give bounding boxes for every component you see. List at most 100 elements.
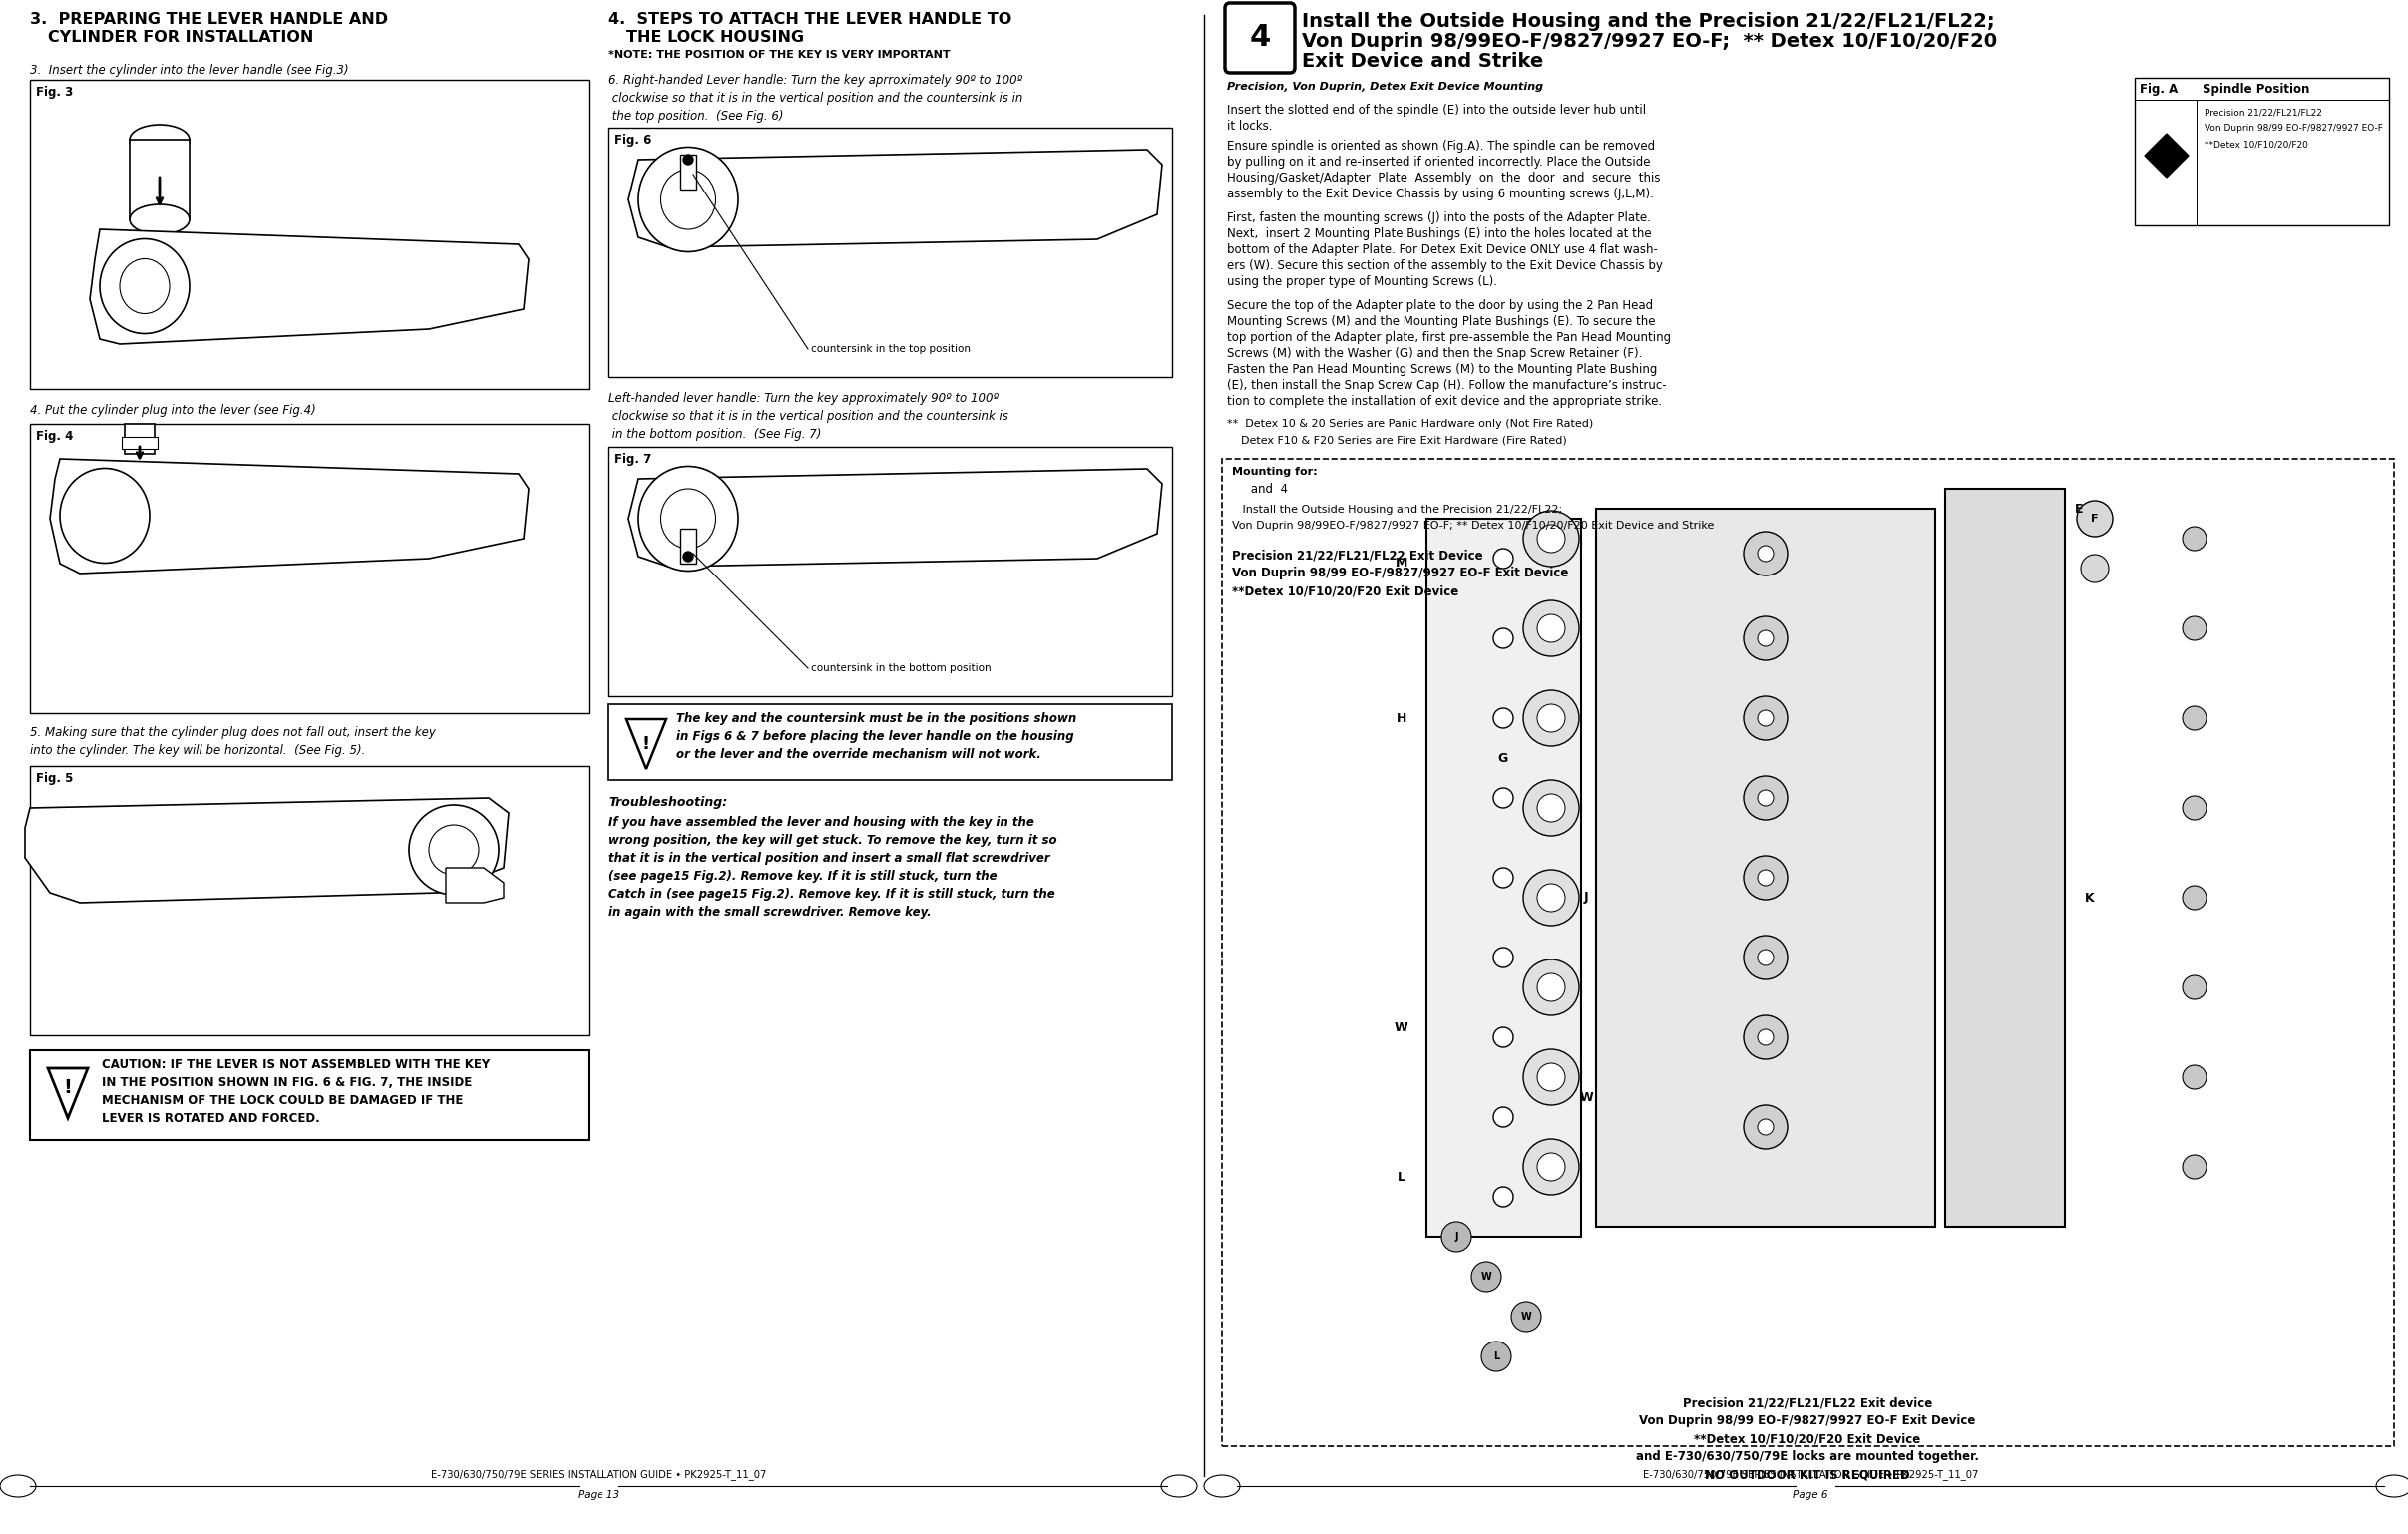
Circle shape	[1758, 1029, 1775, 1045]
Circle shape	[1536, 974, 1565, 1002]
Text: If you have assembled the lever and housing with the key in the: If you have assembled the lever and hous…	[609, 816, 1035, 828]
Text: E-730/630/750/79E SERIES INSTALLATION GUIDE • PK2925-T_11_07: E-730/630/750/79E SERIES INSTALLATION GU…	[1642, 1470, 1979, 1480]
Text: *NOTE: THE POSITION OF THE KEY IS VERY IMPORTANT: *NOTE: THE POSITION OF THE KEY IS VERY I…	[609, 51, 951, 60]
Text: Troubleshooting:: Troubleshooting:	[609, 796, 727, 808]
Circle shape	[1743, 696, 1787, 739]
Text: Left-handed lever handle: Turn the key approximately 90º to 100º: Left-handed lever handle: Turn the key a…	[609, 393, 999, 405]
Text: (see page15 Fig.2). Remove key. If it is still stuck, turn the: (see page15 Fig.2). Remove key. If it is…	[609, 870, 997, 882]
Text: that it is in the vertical position and insert a small flat screwdriver: that it is in the vertical position and …	[609, 851, 1050, 865]
Text: L: L	[1493, 1351, 1500, 1362]
Text: W: W	[1481, 1272, 1491, 1282]
Circle shape	[1743, 776, 1787, 819]
Circle shape	[1536, 704, 1565, 732]
Circle shape	[684, 155, 694, 164]
Circle shape	[1536, 795, 1565, 822]
Text: Page 6: Page 6	[1794, 1490, 1828, 1500]
Circle shape	[1758, 546, 1775, 561]
Circle shape	[1743, 1016, 1787, 1060]
Text: (E), then install the Snap Screw Cap (H). Follow the manufacture’s instruc-: (E), then install the Snap Screw Cap (H)…	[1228, 379, 1666, 393]
Text: MECHANISM OF THE LOCK COULD BE DAMAGED IF THE: MECHANISM OF THE LOCK COULD BE DAMAGED I…	[101, 1094, 462, 1108]
Text: in again with the small screwdriver. Remove key.: in again with the small screwdriver. Rem…	[609, 905, 932, 919]
Circle shape	[2182, 1155, 2206, 1180]
Text: Precision 21/22/FL21/FL22 Exit device: Precision 21/22/FL21/FL22 Exit device	[1683, 1396, 1931, 1410]
Ellipse shape	[60, 468, 149, 563]
Text: Fig. 7: Fig. 7	[614, 453, 653, 466]
Ellipse shape	[409, 805, 498, 894]
Bar	[1946, 489, 2064, 1227]
Text: Precision 21/22/FL21/FL22: Precision 21/22/FL21/FL22	[2203, 107, 2321, 117]
Text: Fig. A: Fig. A	[2141, 83, 2177, 95]
Text: Screws (M) with the Washer (G) and then the Snap Screw Retainer (F).: Screws (M) with the Washer (G) and then …	[1228, 347, 1642, 360]
Bar	[2133, 78, 2389, 225]
Text: Exit Device and Strike: Exit Device and Strike	[1303, 52, 1544, 71]
Polygon shape	[2146, 133, 2189, 178]
Circle shape	[2081, 555, 2109, 583]
Text: Install the Outside Housing and the Precision 21/22/FL22;: Install the Outside Housing and the Prec…	[1233, 505, 1563, 515]
Bar	[29, 1051, 588, 1140]
Text: wrong position, the key will get stuck. To remove the key, turn it so: wrong position, the key will get stuck. …	[609, 834, 1057, 847]
Circle shape	[1743, 617, 1787, 660]
Circle shape	[1536, 1154, 1565, 1181]
Text: G: G	[1498, 752, 1507, 764]
Circle shape	[1524, 1140, 1580, 1195]
Text: clockwise so that it is in the vertical position and the countersink is: clockwise so that it is in the vertical …	[609, 410, 1009, 423]
Ellipse shape	[120, 259, 169, 313]
Circle shape	[1743, 532, 1787, 575]
Bar	[1426, 518, 1582, 1236]
Circle shape	[1524, 870, 1580, 925]
Bar	[609, 704, 1173, 779]
Polygon shape	[628, 469, 1163, 566]
Text: 6. Right-handed Lever handle: Turn the key aprroximately 90º to 100º: 6. Right-handed Lever handle: Turn the k…	[609, 74, 1023, 87]
Circle shape	[1743, 856, 1787, 899]
Text: Catch in (see page15 Fig.2). Remove key. If it is still stuck, turn the: Catch in (see page15 Fig.2). Remove key.…	[609, 888, 1055, 900]
Bar	[609, 127, 1173, 377]
Circle shape	[2182, 1065, 2206, 1089]
Polygon shape	[24, 798, 508, 902]
Text: Detex F10 & F20 Series are Fire Exit Hardware (Fire Rated): Detex F10 & F20 Series are Fire Exit Har…	[1228, 434, 1568, 445]
Circle shape	[2182, 617, 2206, 640]
Circle shape	[2182, 526, 2206, 551]
Text: **  Detex 10 & 20 Series are Panic Hardware only (Not Fire Rated): ** Detex 10 & 20 Series are Panic Hardwa…	[1228, 419, 1594, 430]
Text: Fig. 3: Fig. 3	[36, 86, 72, 98]
Text: Fig. 5: Fig. 5	[36, 772, 72, 785]
Text: !: !	[63, 1078, 72, 1098]
Text: First, fasten the mounting screws (J) into the posts of the Adapter Plate.: First, fasten the mounting screws (J) in…	[1228, 212, 1652, 224]
Bar	[1221, 459, 2394, 1447]
Text: 4. Put the cylinder plug into the lever (see Fig.4): 4. Put the cylinder plug into the lever …	[29, 403, 315, 417]
Circle shape	[1743, 936, 1787, 979]
Ellipse shape	[99, 239, 190, 333]
Circle shape	[2182, 706, 2206, 730]
Bar	[29, 765, 588, 1035]
Circle shape	[2182, 796, 2206, 819]
Text: Von Duprin 98/99EO-F/9827/9927 EO-F; ** Detex 10/F10/20/F20 Exit Device and Stri: Von Duprin 98/99EO-F/9827/9927 EO-F; ** …	[1233, 520, 1714, 531]
Text: THE LOCK HOUSING: THE LOCK HOUSING	[626, 31, 804, 44]
Text: Page 13: Page 13	[578, 1490, 619, 1500]
Text: and E-730/630/750/79E locks are mounted together.: and E-730/630/750/79E locks are mounted …	[1635, 1450, 1979, 1463]
Circle shape	[1524, 779, 1580, 836]
Text: 4: 4	[1250, 23, 1271, 52]
Text: Mounting for:: Mounting for:	[1233, 466, 1317, 477]
Circle shape	[2182, 976, 2206, 999]
Text: J: J	[1584, 891, 1589, 904]
Text: countersink in the bottom position: countersink in the bottom position	[811, 663, 992, 673]
Circle shape	[1524, 600, 1580, 657]
Circle shape	[1536, 615, 1565, 643]
Text: 4.  STEPS TO ATTACH THE LEVER HANDLE TO: 4. STEPS TO ATTACH THE LEVER HANDLE TO	[609, 12, 1011, 28]
Text: IN THE POSITION SHOWN IN FIG. 6 & FIG. 7, THE INSIDE: IN THE POSITION SHOWN IN FIG. 6 & FIG. 7…	[101, 1077, 472, 1089]
Text: E: E	[2076, 502, 2083, 515]
Ellipse shape	[660, 170, 715, 230]
Bar	[130, 140, 190, 219]
Bar	[123, 437, 157, 449]
Text: Precision 21/22/FL21/FL22 Exit Device: Precision 21/22/FL21/FL22 Exit Device	[1233, 549, 1483, 561]
Text: W: W	[1580, 1091, 1594, 1103]
Text: Ensure spindle is oriented as shown (Fig.A). The spindle can be removed: Ensure spindle is oriented as shown (Fig…	[1228, 140, 1654, 152]
Ellipse shape	[130, 124, 190, 155]
Bar	[29, 80, 588, 390]
Ellipse shape	[130, 204, 190, 235]
Bar	[609, 446, 1173, 696]
Text: K: K	[2085, 891, 2095, 904]
Circle shape	[1758, 630, 1775, 646]
Circle shape	[1758, 790, 1775, 805]
Text: NO OUTDOOR KIT IS REQUIRED: NO OUTDOOR KIT IS REQUIRED	[1705, 1468, 1910, 1482]
Circle shape	[1536, 525, 1565, 552]
